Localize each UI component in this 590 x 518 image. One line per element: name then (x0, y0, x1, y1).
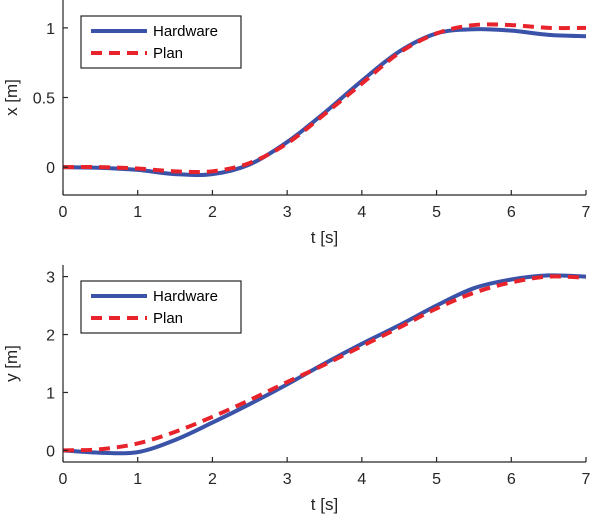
x-tick-label: 5 (432, 204, 441, 221)
x-tick-label: 7 (582, 471, 590, 488)
x-tick-label: 5 (432, 471, 441, 488)
legend-box (80, 15, 242, 69)
legend-box (80, 280, 242, 334)
x-tick-label: 0 (59, 204, 68, 221)
x-tick-label: 1 (133, 471, 142, 488)
x-tick-label: 1 (133, 204, 142, 221)
y-axis-label: x [m] (2, 79, 21, 116)
y-tick-label: 0 (46, 443, 55, 460)
x-axis-label: t [s] (311, 495, 338, 514)
x-tick-label: 6 (507, 204, 516, 221)
x-tick-label: 6 (507, 471, 516, 488)
y-tick-label: 3 (46, 270, 55, 287)
x-tick-label: 4 (357, 471, 366, 488)
x-tick-label: 2 (208, 204, 217, 221)
y-tick-label: 1 (46, 385, 55, 402)
chart-y-position: 0 1 2 3 4 5 6 7 0 1 2 3 t [s] y [m] Hardware Plan (2, 265, 590, 514)
x-tick-label: 3 (283, 204, 292, 221)
legend-label-plan: Plan (153, 45, 183, 62)
x-tick-label: 3 (283, 471, 292, 488)
x-tick-label: 7 (582, 204, 590, 221)
legend-label-hardware: Hardware (153, 23, 218, 40)
y-tick-label: 0 (46, 160, 55, 177)
series-line-plan (62, 274, 587, 453)
legend-label-hardware: Hardware (153, 288, 218, 305)
x-tick-label: 0 (59, 471, 68, 488)
chart-x-position: 0 1 2 3 4 5 6 7 0 0.5 1 t [s] x [m] Hardware Plan (2, 0, 590, 247)
y-tick-label: 2 (46, 328, 55, 345)
y-axis-label: y [m] (2, 345, 21, 382)
x-axis-label: t [s] (311, 228, 338, 247)
y-tick-label: 1 (46, 21, 55, 38)
x-tick-label: 4 (357, 204, 366, 221)
x-tick-label: 2 (208, 471, 217, 488)
series-line-plan (62, 22, 587, 175)
legend-label-plan: Plan (153, 310, 183, 327)
y-tick-label: 0.5 (33, 91, 55, 108)
